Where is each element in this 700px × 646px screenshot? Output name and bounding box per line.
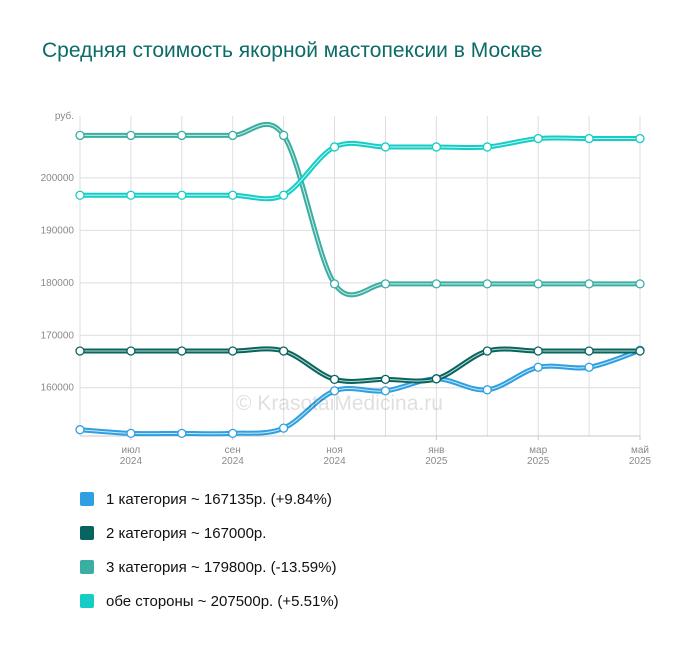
- x-tick-label-year: 2024: [120, 456, 143, 467]
- data-point[interactable]: [533, 362, 543, 372]
- data-point[interactable]: [533, 133, 543, 144]
- x-tick-label-month: янв: [428, 445, 444, 456]
- data-point[interactable]: [126, 428, 136, 439]
- data-point[interactable]: [329, 279, 340, 289]
- chart-title: Средняя стоимость якорной мастопексии в …: [42, 39, 543, 62]
- data-point[interactable]: [635, 346, 645, 356]
- x-tick-label-month: мар: [529, 445, 547, 456]
- y-tick-label: 160000: [41, 383, 75, 394]
- data-point[interactable]: [584, 362, 594, 372]
- x-tick-label-month: ноя: [326, 445, 343, 456]
- legend-swatch: [80, 560, 94, 574]
- data-point[interactable]: [75, 425, 85, 435]
- data-point[interactable]: [533, 346, 543, 356]
- data-point[interactable]: [635, 133, 645, 144]
- y-unit-label: руб.: [55, 110, 74, 122]
- data-point[interactable]: [482, 142, 492, 152]
- data-point[interactable]: [278, 423, 289, 433]
- data-point[interactable]: [380, 279, 391, 289]
- legend-swatch: [80, 526, 94, 540]
- data-point[interactable]: [380, 386, 391, 396]
- data-point[interactable]: [431, 142, 442, 152]
- data-point[interactable]: [75, 130, 85, 141]
- legend-label: 3 категория ~ 179800р. (-13.59%): [106, 558, 337, 576]
- series-line-3: [77, 121, 643, 298]
- data-point[interactable]: [75, 190, 85, 200]
- legend-label: 2 категория ~ 167000р.: [106, 524, 267, 542]
- data-point[interactable]: [278, 190, 289, 200]
- data-point[interactable]: [584, 346, 594, 356]
- data-point[interactable]: [431, 279, 442, 289]
- x-tick-label-year: 2025: [425, 456, 448, 467]
- legend-item-category-3[interactable]: 3 категория ~ 179800р. (-13.59%): [80, 550, 339, 584]
- data-point[interactable]: [228, 346, 238, 356]
- legend-item-category-1[interactable]: 1 категория ~ 167135р. (+9.84%): [80, 482, 339, 516]
- data-point[interactable]: [380, 374, 391, 384]
- data-point[interactable]: [329, 142, 340, 152]
- data-point[interactable]: [329, 386, 340, 396]
- x-tick-label-month: июл: [122, 445, 141, 456]
- y-tick-label: 200000: [41, 173, 75, 184]
- data-point[interactable]: [228, 190, 238, 200]
- data-point[interactable]: [177, 130, 187, 141]
- legend: 1 категория ~ 167135р. (+9.84%) 2 катего…: [80, 482, 339, 618]
- data-point[interactable]: [228, 130, 238, 141]
- x-tick-label-month: май: [631, 445, 649, 456]
- data-point[interactable]: [482, 346, 492, 356]
- data-point[interactable]: [482, 279, 492, 289]
- data-point[interactable]: [126, 346, 136, 356]
- watermark: © KrasotaiMedicina.ru: [236, 392, 443, 415]
- legend-item-both-sides[interactable]: обе стороны ~ 207500р. (+5.51%): [80, 584, 339, 618]
- data-point[interactable]: [584, 133, 594, 144]
- data-point[interactable]: [533, 279, 543, 289]
- data-point[interactable]: [380, 142, 391, 152]
- data-point[interactable]: [177, 346, 187, 356]
- data-point[interactable]: [177, 190, 187, 200]
- x-tick-label-month: сен: [225, 445, 241, 456]
- legend-label: обе стороны ~ 207500р. (+5.51%): [106, 592, 339, 610]
- y-tick-label: 190000: [41, 225, 75, 236]
- data-point[interactable]: [75, 346, 85, 356]
- data-point[interactable]: [278, 346, 289, 356]
- line-chart: 160000170000180000190000200000руб.июл202…: [41, 110, 652, 467]
- data-points: [75, 130, 645, 439]
- legend-label: 1 категория ~ 167135р. (+9.84%): [106, 490, 332, 508]
- data-point[interactable]: [177, 428, 187, 439]
- data-point[interactable]: [431, 374, 442, 384]
- x-tick-label-year: 2024: [323, 456, 346, 467]
- data-point[interactable]: [584, 279, 594, 289]
- data-point[interactable]: [329, 374, 340, 384]
- data-point[interactable]: [126, 190, 136, 200]
- x-tick-label-year: 2025: [629, 456, 652, 467]
- legend-swatch: [80, 594, 94, 608]
- series-line-4: [77, 135, 643, 202]
- y-tick-label: 170000: [41, 330, 75, 341]
- data-point[interactable]: [278, 130, 289, 141]
- axes: 160000170000180000190000200000руб.июл202…: [41, 110, 652, 467]
- data-point[interactable]: [482, 385, 492, 395]
- legend-item-category-2[interactable]: 2 категория ~ 167000р.: [80, 516, 339, 550]
- x-tick-label-year: 2024: [222, 456, 245, 467]
- legend-swatch: [80, 492, 94, 506]
- data-point[interactable]: [635, 279, 645, 289]
- data-point[interactable]: [126, 130, 136, 141]
- data-point[interactable]: [228, 428, 238, 439]
- x-tick-label-year: 2025: [527, 456, 550, 467]
- y-tick-label: 180000: [41, 278, 75, 289]
